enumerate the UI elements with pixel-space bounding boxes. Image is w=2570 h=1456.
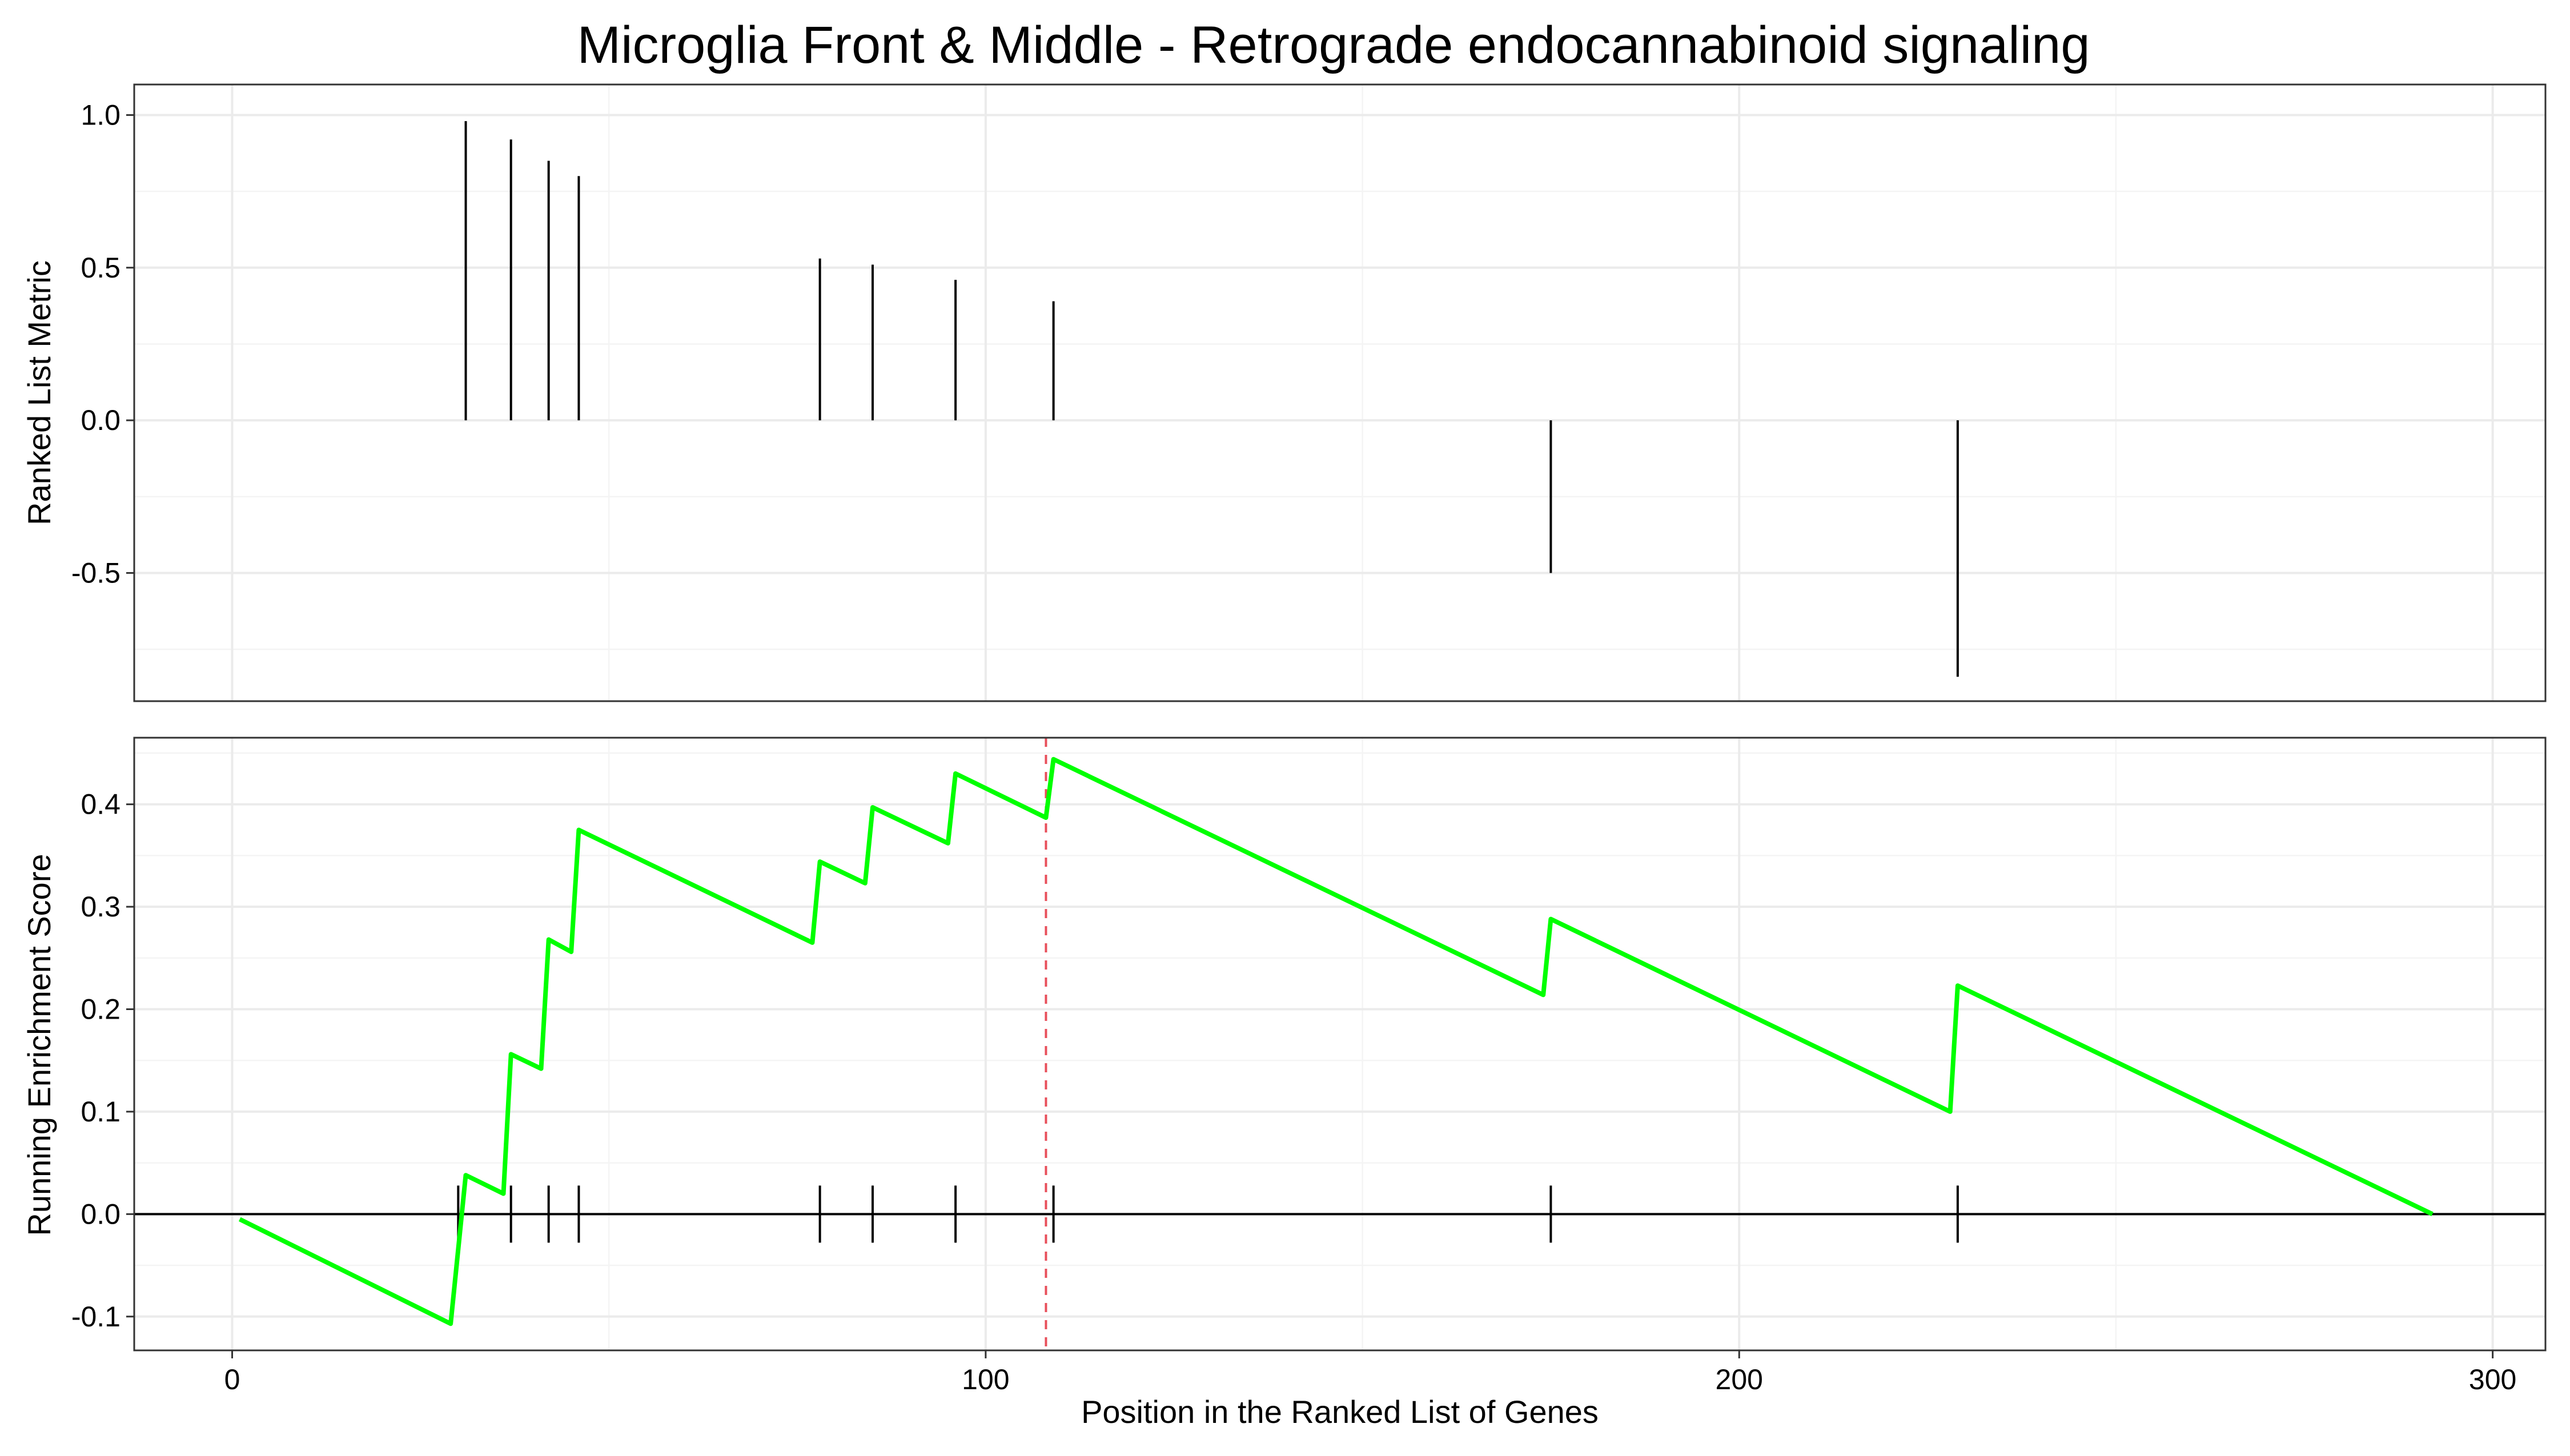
- bottom-y-tick-label: 0.3: [81, 891, 121, 923]
- top-y-axis: 1.0 0.5 0.0 -0.5: [71, 99, 134, 589]
- top-panel-border: [133, 83, 2547, 702]
- running-score-panel: 0.4 0.3 0.2 0.1 0.0 -0.1 0 100 200 300 Running E…: [21, 737, 2547, 1430]
- x-tick-label: 200: [1716, 1364, 1763, 1395]
- x-tick-label: 100: [962, 1364, 1009, 1395]
- bottom-y-axis: 0.4 0.3 0.2 0.1 0.0 -0.1: [71, 789, 134, 1333]
- chart-title: Microglia Front & Middle - Retrograde en…: [577, 16, 2090, 74]
- x-tick-label: 300: [2469, 1364, 2516, 1395]
- x-axis: 0 100 200 300: [224, 1350, 2516, 1395]
- bottom-panel-border: [133, 737, 2547, 1352]
- bottom-gridlines: [134, 738, 2545, 1350]
- top-y-axis-title: Ranked List Metric: [21, 260, 57, 525]
- gene-hit-ticks: [457, 1185, 1959, 1243]
- bottom-y-axis-title: Running Enrichment Score: [21, 854, 57, 1236]
- top-y-tick-label: -0.5: [71, 557, 121, 589]
- bottom-y-tick-label: -0.1: [71, 1301, 121, 1333]
- running-enrichment-line: [238, 757, 2434, 1326]
- x-axis-title: Position in the Ranked List of Genes: [1081, 1394, 1599, 1430]
- ranked-metric-bars: [464, 121, 1959, 677]
- bottom-y-tick-label: 0.2: [81, 993, 121, 1025]
- bottom-y-tick-label: 0.4: [81, 789, 121, 820]
- top-y-tick-label: 1.0: [81, 99, 121, 131]
- top-gridlines: [134, 85, 2545, 701]
- x-tick-label: 0: [224, 1364, 240, 1395]
- ranked-metric-panel: 1.0 0.5 0.0 -0.5 Ranked List Metric: [21, 83, 2547, 702]
- bottom-y-tick-label: 0.0: [81, 1198, 121, 1230]
- top-y-tick-label: 0.5: [81, 252, 121, 284]
- top-y-tick-label: 0.0: [81, 404, 121, 436]
- bottom-y-tick-label: 0.1: [81, 1096, 121, 1128]
